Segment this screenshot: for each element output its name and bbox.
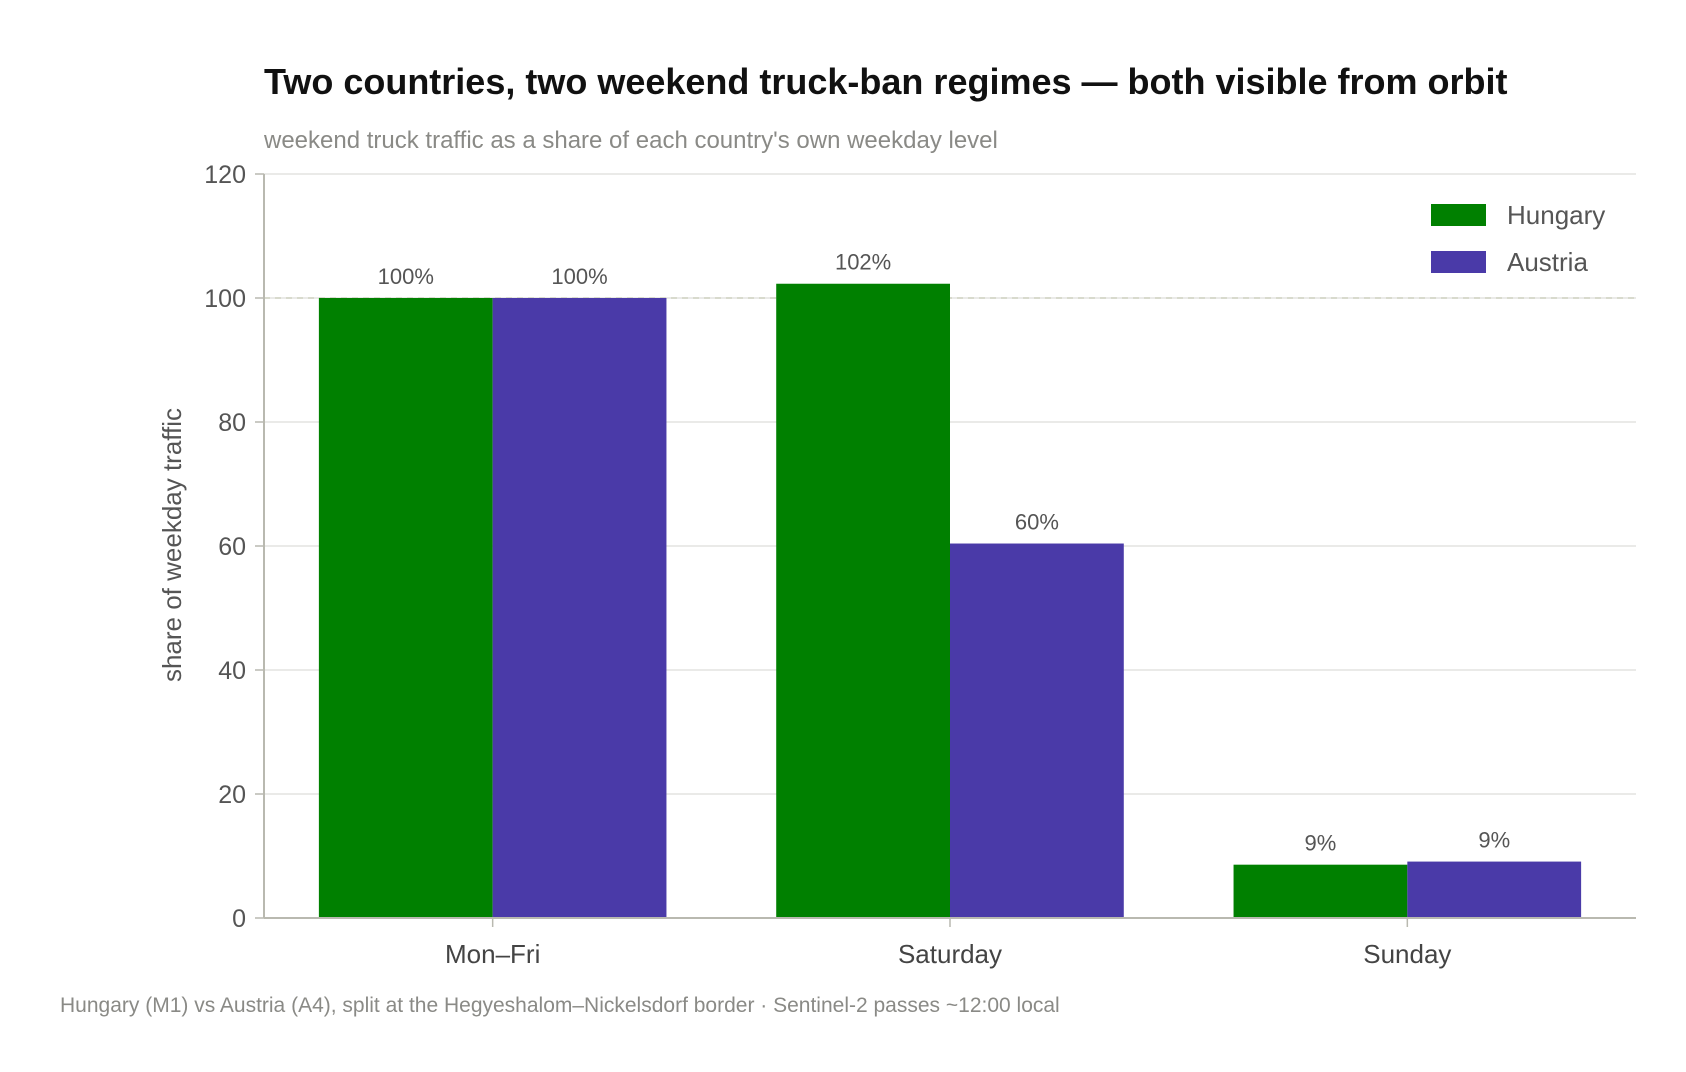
legend-swatch-hungary xyxy=(1431,204,1486,226)
y-tick-label-100: 100 xyxy=(204,285,246,313)
bar-austria-mon-fri xyxy=(492,298,667,918)
bar-hungary-sunday xyxy=(1233,864,1408,918)
y-axis-ticks: 0 20 40 60 80 100 120 xyxy=(204,161,264,933)
legend-swatch-austria xyxy=(1431,251,1486,273)
data-labels: 100% 100% 102% 60% 9% 9% xyxy=(378,250,1510,856)
data-label-hungary-saturday: 102% xyxy=(835,250,891,275)
data-label-hungary-mon-fri: 100% xyxy=(378,264,434,289)
legend: Hungary Austria xyxy=(1431,200,1605,277)
x-tick-label-mon-fri: Mon–Fri xyxy=(445,939,540,969)
bars xyxy=(318,283,1582,918)
footnote: Hungary (M1) vs Austria (A4), split at t… xyxy=(60,994,1060,1017)
y-tick-label-60: 60 xyxy=(218,533,246,561)
y-tick-label-20: 20 xyxy=(218,781,246,809)
bar-hungary-saturday xyxy=(776,283,950,918)
y-tick-label-80: 80 xyxy=(218,409,246,437)
data-label-austria-sunday: 9% xyxy=(1478,828,1510,853)
y-tick-label-120: 120 xyxy=(204,161,246,189)
chart-subtitle: weekend truck traffic as a share of each… xyxy=(263,127,998,154)
data-label-hungary-sunday: 9% xyxy=(1305,831,1337,856)
x-axis-ticks: Mon–Fri Saturday Sunday xyxy=(445,918,1451,969)
bar-hungary-mon-fri xyxy=(318,298,493,918)
y-tick-label-0: 0 xyxy=(232,905,246,933)
x-tick-label-sunday: Sunday xyxy=(1363,939,1451,969)
data-label-austria-saturday: 60% xyxy=(1015,510,1059,535)
chart-title: Two countries, two weekend truck-ban reg… xyxy=(264,61,1508,102)
legend-label-austria: Austria xyxy=(1507,247,1588,277)
bar-austria-sunday xyxy=(1407,861,1582,918)
y-tick-label-40: 40 xyxy=(218,657,246,685)
x-tick-label-saturday: Saturday xyxy=(898,939,1002,969)
y-axis-title: share of weekday traffic xyxy=(157,408,187,682)
bar-austria-saturday xyxy=(950,543,1124,918)
legend-label-hungary: Hungary xyxy=(1507,200,1605,230)
data-label-austria-mon-fri: 100% xyxy=(551,264,607,289)
